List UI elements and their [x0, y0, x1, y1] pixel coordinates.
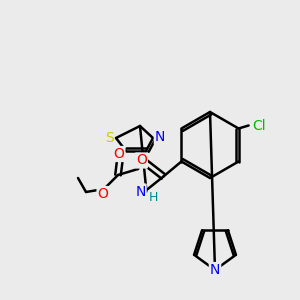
Text: N: N — [155, 130, 165, 144]
Text: Cl: Cl — [252, 118, 266, 133]
Text: N: N — [210, 263, 220, 277]
Text: O: O — [98, 187, 108, 201]
Text: S: S — [105, 131, 113, 145]
Text: N: N — [135, 184, 146, 199]
Text: O: O — [114, 147, 124, 161]
Text: H: H — [149, 191, 158, 204]
Text: O: O — [136, 154, 147, 167]
